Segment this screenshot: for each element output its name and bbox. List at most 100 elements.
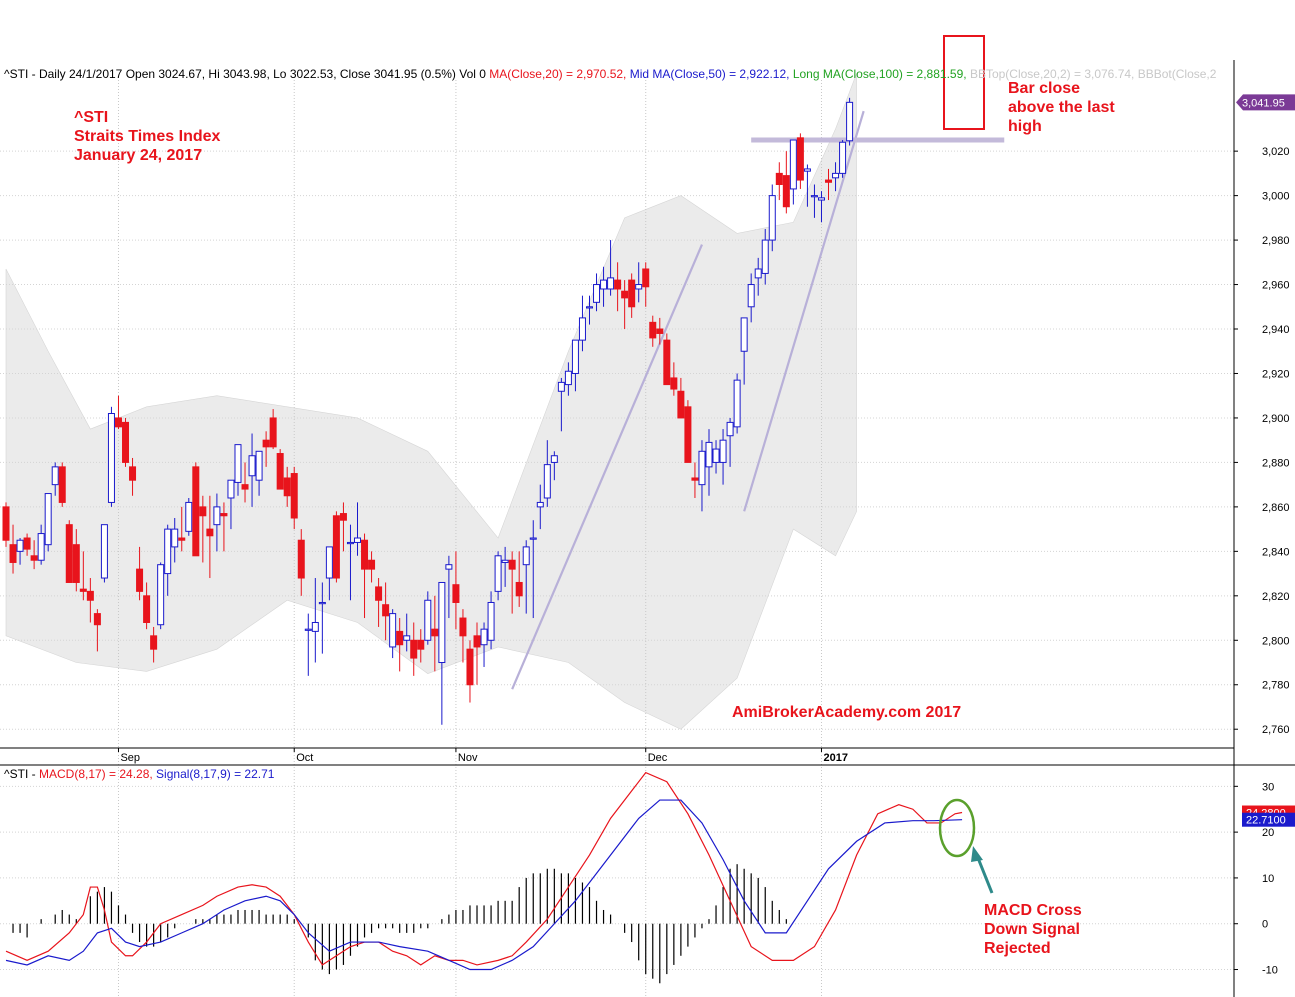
price-tick-label: 2,860: [1262, 502, 1290, 514]
price-tick-label: 2,780: [1262, 680, 1290, 692]
candle-body: [522, 546, 530, 566]
candle-body: [705, 441, 713, 468]
candle-body: [656, 328, 664, 334]
candle-body: [480, 628, 488, 646]
macd-tick-label: 0: [1262, 919, 1268, 931]
bollinger-band-area: [5, 73, 857, 730]
candle-body: [810, 195, 818, 198]
candle-body: [417, 639, 425, 650]
candle-body: [550, 455, 558, 463]
candle-body: [79, 588, 87, 592]
price-tick-label: 2,760: [1262, 724, 1290, 736]
candle-body: [719, 439, 727, 463]
macd-prefix: ^STI -: [4, 767, 36, 781]
candle-body: [515, 581, 523, 597]
candle-body: [325, 546, 333, 579]
candle-body: [396, 630, 404, 646]
candle-body: [628, 279, 636, 308]
candle-body: [30, 555, 38, 561]
candle-body: [747, 284, 755, 308]
candle-body: [375, 586, 383, 601]
price-tick-label: 2,980: [1262, 235, 1290, 247]
candle-body: [311, 621, 319, 632]
candle-body: [635, 284, 643, 290]
candle-body: [487, 601, 495, 641]
candle-body: [199, 506, 207, 517]
candle-body: [698, 450, 706, 486]
candle-body: [339, 513, 347, 521]
candle-body: [529, 537, 537, 540]
annotations: ^STI Straits Times Index January 24, 2017 B…: [74, 35, 1115, 957]
candle-body: [431, 628, 439, 637]
candle-body: [424, 599, 432, 641]
candle-body: [789, 139, 797, 190]
macd-tick-label: 20: [1262, 827, 1274, 839]
candle-body: [403, 635, 411, 641]
price-tick-label: 2,940: [1262, 324, 1290, 336]
candle-body: [445, 564, 453, 570]
candle-body: [262, 439, 270, 448]
candle-body: [473, 635, 481, 648]
candle-body: [255, 450, 263, 481]
candle-body: [114, 417, 122, 428]
candle-body: [536, 501, 544, 508]
candle-body: [16, 539, 24, 552]
candle-body: [782, 175, 790, 208]
ticker-line: ^STI - Daily 24/1/2017 Open 3024.67, Hi …: [4, 67, 486, 81]
highlight-ellipse: [938, 798, 976, 858]
macd-header: ^STI - MACD(8,17) = 24.28, Signal(8,17,9…: [4, 767, 274, 781]
signal-label: Signal(8,17,9) = 22.71: [156, 767, 275, 781]
last-price-badge: [1236, 94, 1295, 111]
candle-body: [649, 321, 657, 339]
candle-body: [712, 448, 720, 463]
candle-body: [438, 581, 446, 664]
bbtop-label: BBTop(Close,20,2) = 3,076.74,: [969, 67, 1135, 81]
candlesticks: [2, 97, 854, 725]
price-tick-label: 2,800: [1262, 635, 1290, 647]
macd-annotation-line: MACD Cross: [984, 902, 1082, 919]
candle-body: [459, 617, 467, 637]
price-axis: 2,760 2,780 2,800 2,820 2,840 2,860 2,880 2,900…: [0, 60, 1295, 997]
watermark: AmiBrokerAcademy.com 2017: [732, 704, 961, 721]
candle-body: [571, 339, 579, 374]
candle-body: [761, 239, 769, 274]
candle-body: [557, 381, 565, 392]
candle-body: [607, 277, 615, 290]
candle-body: [684, 406, 692, 463]
candle-body: [2, 506, 10, 541]
month-tick-label: 2017: [823, 752, 847, 764]
macd-annotation-line: Rejected: [984, 940, 1051, 957]
candle-body: [86, 590, 94, 601]
title-annotation-line: Straits Times Index: [74, 128, 221, 145]
candle-body: [304, 628, 312, 631]
candle-body: [72, 544, 80, 583]
candle-body: [143, 595, 151, 623]
price-tick-label: 2,920: [1262, 368, 1290, 380]
ma20-label: MA(Close,20) = 2,970.52,: [489, 67, 627, 81]
uptrend-1-line: [511, 244, 703, 690]
candle-body: [157, 564, 165, 626]
candle-body: [832, 172, 840, 179]
candle-body: [178, 537, 186, 541]
candle-body: [593, 284, 601, 303]
candle-body: [585, 306, 593, 309]
price-header: ^STI - Daily 24/1/2017 Open 3024.67, Hi …: [4, 67, 1234, 81]
arrow-head-icon: [971, 846, 983, 862]
candle-body: [269, 417, 277, 448]
macd-tick-label: 30: [1262, 781, 1274, 793]
candle-body: [578, 317, 586, 341]
candle-body: [241, 484, 249, 490]
candle-body: [44, 493, 52, 546]
candle-body: [600, 279, 608, 290]
candle-body: [564, 370, 572, 386]
candle-body: [220, 513, 228, 517]
ma100-label: Long MA(Close,100) = 2,881.59,: [792, 67, 967, 81]
candle-body: [234, 444, 242, 483]
candle-body: [213, 506, 221, 526]
price-tick-label: 3,000: [1262, 191, 1290, 203]
candle-body: [803, 168, 811, 172]
candle-body: [543, 464, 551, 499]
candle-body: [466, 648, 474, 686]
bollinger-band-fill: [5, 73, 857, 730]
